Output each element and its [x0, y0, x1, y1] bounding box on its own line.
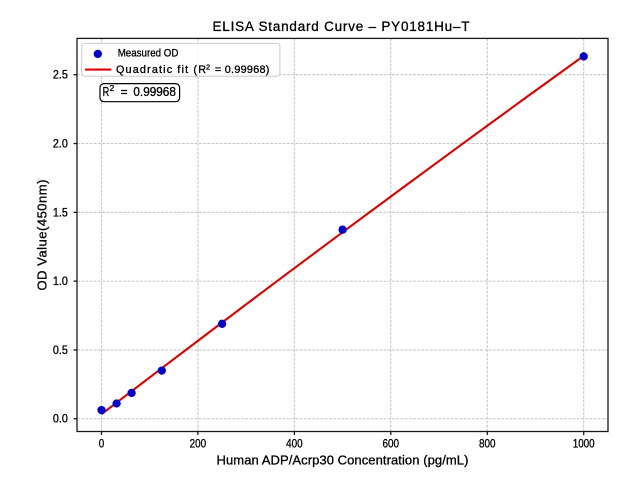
svg-text:Quadratic fit (R: Quadratic fit (R: [116, 64, 206, 76]
svg-text:Human ADP/Acrp30 Concentration: Human ADP/Acrp30 Concentration (pg/mL): [217, 453, 469, 468]
svg-text:OD Value(450nm): OD Value(450nm): [35, 180, 50, 291]
svg-text:1.5: 1.5: [53, 205, 68, 219]
svg-text:1.0: 1.0: [53, 274, 68, 288]
svg-text:= 0.99968): = 0.99968): [215, 64, 270, 76]
svg-text:0.99968: 0.99968: [133, 85, 176, 99]
svg-text:ELISA Standard Curve – PY0181H: ELISA Standard Curve – PY0181Hu–T: [213, 19, 470, 34]
svg-text:2.0: 2.0: [53, 137, 68, 151]
svg-text:2.5: 2.5: [53, 68, 68, 82]
svg-text:200: 200: [190, 437, 207, 451]
svg-text:R: R: [103, 85, 110, 99]
svg-text:Measured OD: Measured OD: [118, 47, 179, 59]
svg-text:1000: 1000: [573, 437, 595, 451]
svg-text:0.5: 0.5: [53, 343, 68, 357]
svg-text:600: 600: [383, 437, 400, 451]
svg-text:0.0: 0.0: [53, 412, 68, 426]
svg-text:400: 400: [286, 437, 303, 451]
svg-text:0: 0: [99, 437, 105, 451]
svg-text:2: 2: [206, 63, 210, 72]
svg-text:2: 2: [110, 83, 115, 93]
svg-text:800: 800: [479, 437, 496, 451]
svg-text:=: =: [121, 85, 128, 99]
